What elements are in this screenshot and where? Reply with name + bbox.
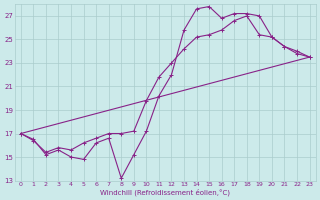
X-axis label: Windchill (Refroidissement éolien,°C): Windchill (Refroidissement éolien,°C) xyxy=(100,188,230,196)
